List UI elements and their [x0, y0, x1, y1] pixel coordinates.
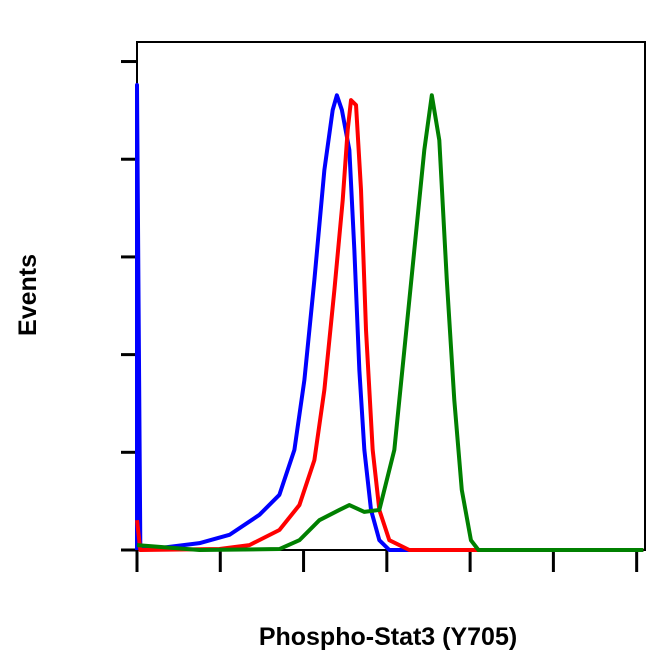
x-axis-label: Phospho-Stat3 (Y705) — [259, 623, 517, 650]
histogram-line — [135, 82, 644, 552]
plot-frame — [136, 41, 646, 551]
y-axis-label: Events — [14, 254, 42, 336]
histogram-line — [135, 98, 644, 552]
histogram-line — [136, 93, 644, 552]
